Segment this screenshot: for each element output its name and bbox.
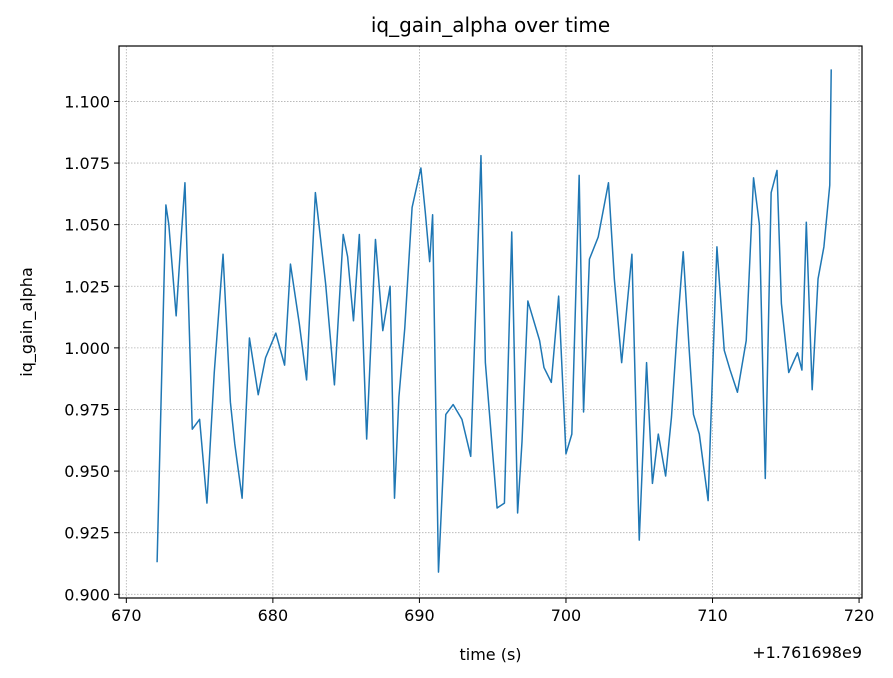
y-tick-label: 1.050 xyxy=(64,216,110,235)
y-axis: 0.900 0.925 0.950 0.975 1.000 1.025 1.050 1.075… xyxy=(64,92,119,604)
grid-lines xyxy=(119,46,862,598)
chart-title: iq_gain_alpha over time xyxy=(371,13,610,37)
plot-frame xyxy=(118,45,863,599)
x-tick-label: 720 xyxy=(844,606,875,625)
y-tick-label: 0.950 xyxy=(64,462,110,481)
y-tick-label: 1.025 xyxy=(64,277,110,296)
y-axis-label: iq_gain_alpha xyxy=(17,267,37,377)
series-layer xyxy=(156,69,832,573)
y-tick-label: 0.900 xyxy=(64,585,110,604)
x-tick-label: 710 xyxy=(697,606,728,625)
y-tick-label: 0.975 xyxy=(64,400,110,419)
y-tick-label: 0.925 xyxy=(64,524,110,543)
x-offset-label: +1.761698e9 xyxy=(752,643,862,662)
x-tick-label: 680 xyxy=(258,606,289,625)
x-axis-label: time (s) xyxy=(459,645,521,664)
y-tick-label: 1.000 xyxy=(64,339,110,358)
x-axis: 670 680 690 700 710 720 xyxy=(111,598,874,625)
x-tick-label: 690 xyxy=(404,606,435,625)
series-line xyxy=(156,69,832,573)
y-tick-label: 1.100 xyxy=(64,92,110,111)
x-tick-label: 700 xyxy=(551,606,582,625)
x-tick-label: 670 xyxy=(111,606,142,625)
y-tick-label: 1.075 xyxy=(64,154,110,173)
